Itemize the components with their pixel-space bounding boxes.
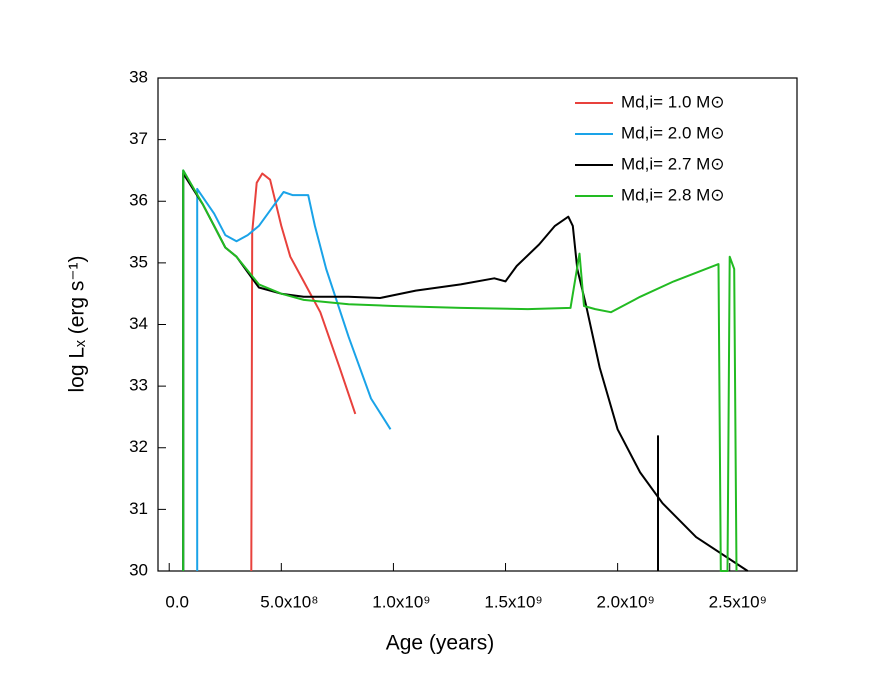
- x-tick-label: 2.5x10⁹: [709, 592, 767, 611]
- y-tick-label: 31: [129, 499, 148, 518]
- x-tick-label: 1.0x10⁹: [372, 592, 430, 611]
- plot-frame: [157, 77, 798, 572]
- x-tick-label: 2.0x10⁹: [596, 592, 654, 611]
- legend-label: Md,i= 2.7 M⊙: [621, 154, 725, 173]
- y-tick-label: 35: [129, 252, 148, 271]
- y-tick-label: 36: [129, 191, 148, 210]
- series-line: [182, 169, 738, 572]
- series-line: [182, 169, 392, 571]
- y-tick-label: 33: [129, 376, 148, 395]
- x-tick-label: 5.0x10⁸: [260, 592, 318, 611]
- x-tick-label: 1.5x10⁹: [484, 592, 542, 611]
- legend-label: Md,i= 2.0 M⊙: [621, 123, 725, 142]
- series-line: [182, 172, 749, 572]
- legend-label: Md,i= 1.0 M⊙: [621, 92, 725, 111]
- series-line: [250, 172, 357, 572]
- y-tick-label: 32: [129, 437, 148, 456]
- y-tick-label: 30: [129, 560, 148, 579]
- x-axis-label: Age (years): [386, 632, 495, 655]
- legend-label: Md,i= 2.8 M⊙: [621, 185, 725, 204]
- x-tick-label: 0.0: [165, 592, 189, 611]
- y-tick-label: 37: [129, 129, 148, 148]
- y-tick-label: 34: [129, 314, 148, 333]
- y-tick-label: 38: [129, 67, 148, 86]
- y-axis-label: log Lₓ (erg s⁻¹): [66, 255, 89, 392]
